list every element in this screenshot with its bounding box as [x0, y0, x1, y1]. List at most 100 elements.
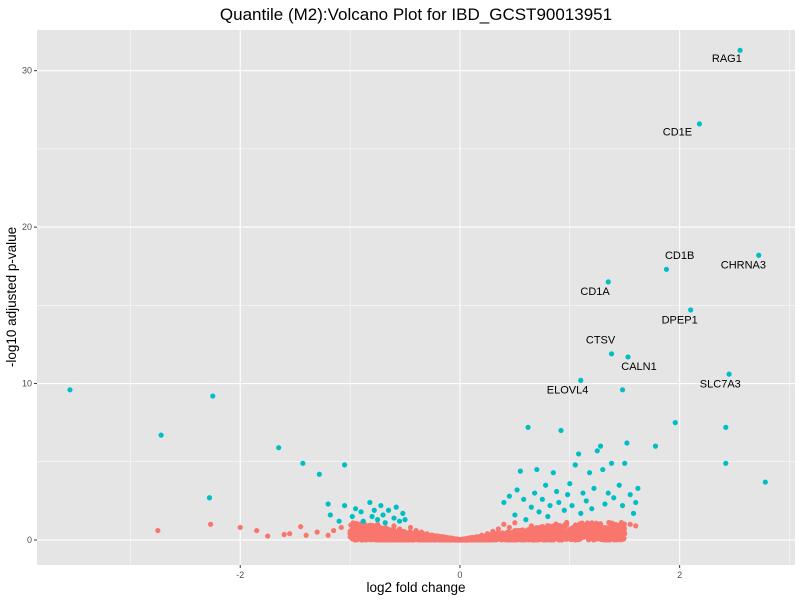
- data-point: [67, 387, 73, 393]
- data-point: [341, 462, 348, 468]
- data-point-cloud: [371, 536, 377, 542]
- data-point-cloud: [598, 525, 604, 532]
- data-point: [608, 460, 615, 466]
- data-point: [672, 420, 678, 426]
- x-axis-ticks: -2 0 2: [236, 565, 682, 580]
- data-point: [382, 520, 388, 526]
- data-point: [358, 509, 364, 515]
- data-point: [206, 495, 213, 501]
- data-point: [523, 529, 529, 535]
- data-point: [155, 527, 161, 534]
- data-point-cloud: [533, 526, 539, 532]
- data-point: [440, 534, 447, 540]
- data-point: [572, 462, 578, 468]
- gene-label-caln1: CALN1: [621, 361, 656, 373]
- data-point: [543, 482, 549, 488]
- data-point: [762, 479, 768, 485]
- data-point: [521, 496, 527, 502]
- data-point-cloud: [500, 536, 506, 542]
- gene-label-cd1a: CD1A: [580, 286, 610, 298]
- data-point: [556, 524, 562, 531]
- data-point-cloud: [562, 535, 568, 541]
- data-point: [380, 527, 386, 534]
- data-point: [314, 529, 320, 535]
- data-point: [633, 523, 639, 529]
- data-point: [539, 496, 545, 502]
- minor-gridlines: [37, 30, 795, 565]
- data-point: [281, 531, 287, 538]
- data-point: [591, 485, 597, 491]
- gene-label-slc7a3: SLC7A3: [700, 378, 741, 390]
- data-point: [600, 530, 606, 536]
- data-point: [578, 377, 584, 384]
- data-point: [550, 470, 556, 476]
- data-point: [393, 504, 399, 510]
- data-point-cloud: [354, 533, 360, 539]
- data-point: [506, 524, 512, 531]
- data-point: [451, 536, 458, 542]
- data-point: [391, 523, 397, 529]
- data-point: [532, 490, 538, 496]
- data-point-cloud: [418, 535, 424, 541]
- data-point: [580, 490, 586, 496]
- data-point: [565, 492, 571, 498]
- data-point: [371, 507, 377, 513]
- data-point: [512, 520, 518, 526]
- data-point-cloud: [487, 535, 493, 541]
- data-point: [525, 424, 531, 430]
- data-point: [462, 536, 469, 542]
- data-point: [534, 531, 540, 537]
- data-point: [396, 526, 403, 532]
- data-point: [207, 521, 214, 527]
- data-point: [619, 387, 626, 393]
- data-point: [501, 499, 507, 506]
- data-point-cloud: [609, 521, 616, 527]
- data-point: [457, 537, 463, 543]
- gene-label-rag1: RAG1: [712, 53, 742, 65]
- data-point-cloud: [510, 529, 516, 535]
- data-point: [369, 513, 375, 520]
- data-point: [347, 531, 353, 537]
- data-point: [578, 526, 584, 532]
- data-point: [567, 481, 573, 487]
- gene-label-dpep1: DPEP1: [662, 314, 698, 326]
- data-point: [600, 466, 606, 473]
- data-point: [479, 532, 485, 538]
- y-tick-label: 10: [22, 379, 32, 389]
- data-point: [287, 531, 293, 537]
- data-point: [688, 307, 694, 313]
- data-point-cloud: [520, 534, 526, 540]
- data-point: [583, 498, 589, 504]
- data-point-cloud: [578, 521, 584, 528]
- data-point: [534, 466, 540, 473]
- data-point: [624, 440, 630, 446]
- data-point: [512, 512, 518, 518]
- data-point-cloud: [587, 534, 593, 540]
- data-point: [338, 524, 344, 531]
- plot-panel: [37, 30, 795, 565]
- data-point: [545, 527, 551, 534]
- data-point: [589, 527, 595, 534]
- data-point-cloud: [593, 520, 599, 526]
- data-point-cloud: [602, 536, 608, 542]
- data-point-cloud: [529, 537, 536, 543]
- data-point: [396, 518, 403, 524]
- data-point: [378, 502, 384, 509]
- data-point: [367, 499, 373, 506]
- data-point: [569, 502, 575, 509]
- data-point: [506, 493, 512, 499]
- gene-label-ctsv: CTSV: [586, 335, 616, 347]
- y-tick-label: 30: [22, 66, 32, 76]
- gene-label-chrna3: CHRNA3: [721, 260, 766, 272]
- data-point: [514, 487, 520, 493]
- data-point: [360, 518, 366, 524]
- data-point: [625, 354, 631, 360]
- data-point: [550, 529, 556, 535]
- data-point: [523, 517, 529, 523]
- data-point-cloud: [414, 536, 420, 542]
- data-point-cloud: [557, 532, 563, 538]
- data-point: [358, 529, 364, 535]
- data-point-cloud: [572, 522, 579, 528]
- data-point: [298, 524, 304, 530]
- data-point: [325, 501, 331, 507]
